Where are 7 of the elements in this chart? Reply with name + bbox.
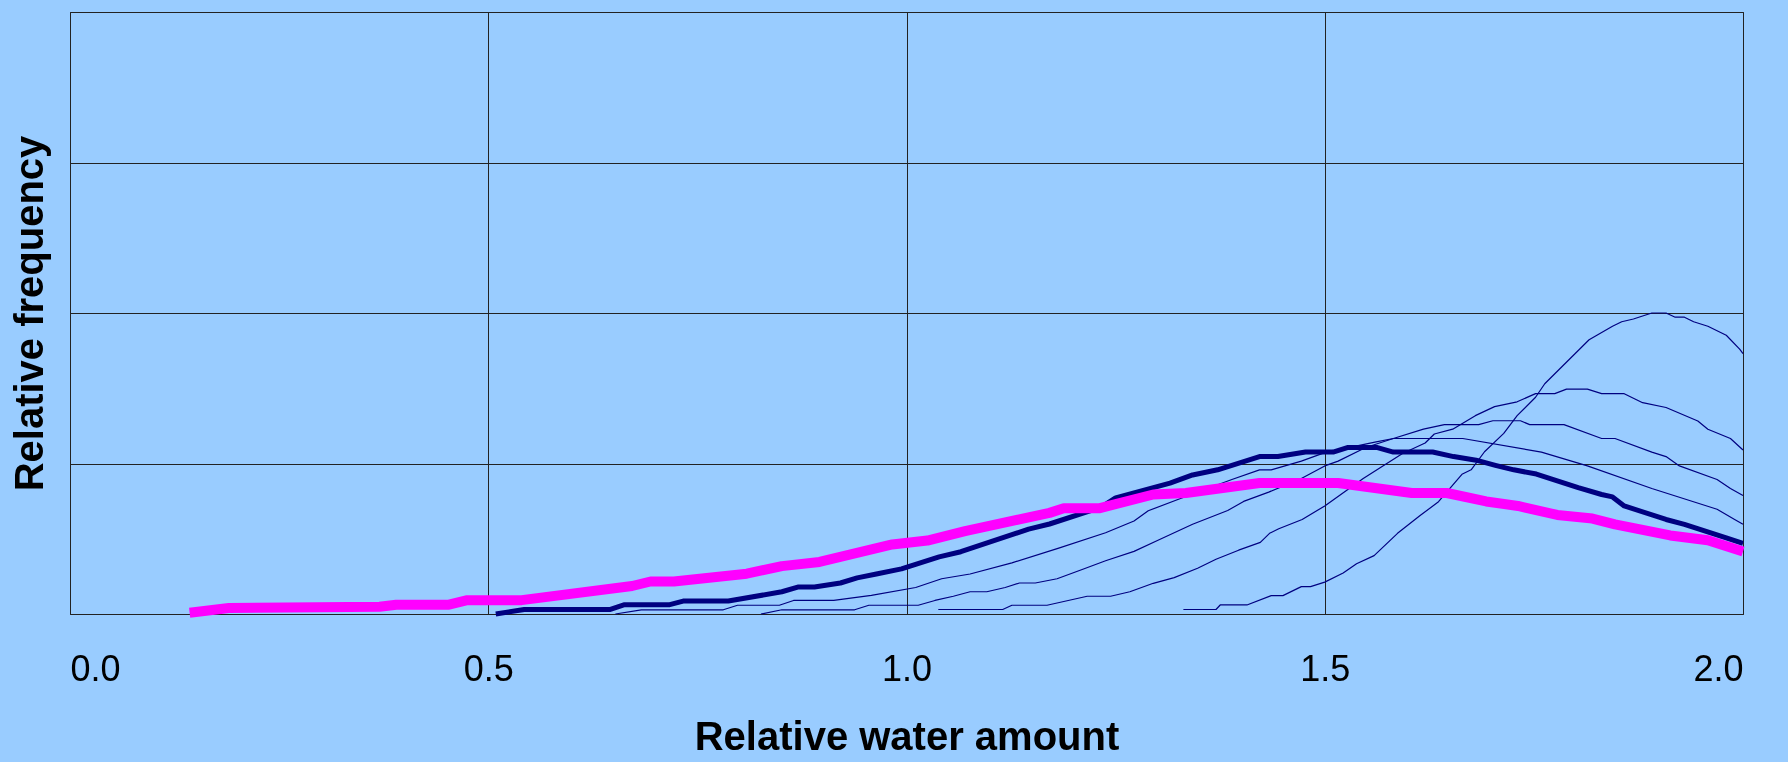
x-axis-title: Relative water amount <box>694 713 1120 758</box>
x-tick-label: 1.0 <box>881 647 933 689</box>
x-tick-label: 2.0 <box>1693 647 1744 689</box>
y-axis-title: Relative frequency <box>6 134 51 492</box>
x-tick-label: 0.5 <box>463 647 514 689</box>
x-tick-label: 1.5 <box>1300 647 1351 689</box>
x-tick-label: 0.0 <box>70 647 121 689</box>
